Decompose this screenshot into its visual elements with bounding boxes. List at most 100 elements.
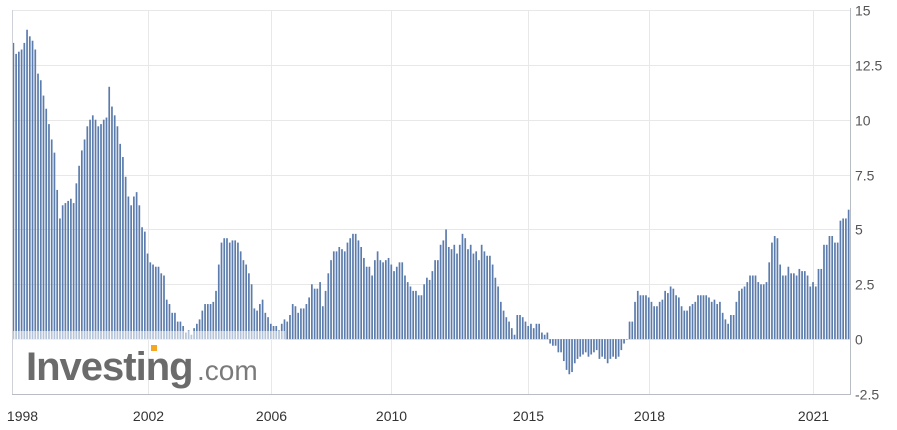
bar (228, 242, 231, 340)
bar (820, 268, 823, 340)
bar (343, 251, 346, 340)
bar (842, 218, 844, 340)
bar (765, 282, 768, 340)
bar (217, 264, 220, 340)
bar (658, 301, 661, 340)
y-tick-label: 0 (855, 332, 863, 348)
bar (688, 306, 691, 340)
bar (606, 339, 609, 364)
bar (59, 218, 61, 340)
bar (697, 295, 699, 340)
bar (508, 321, 510, 340)
bar (258, 304, 261, 340)
bar (730, 315, 732, 340)
bar (464, 238, 467, 340)
bar (740, 288, 743, 340)
bar (762, 284, 765, 340)
bar (48, 124, 50, 340)
bar (768, 262, 771, 340)
bar (346, 242, 349, 340)
bar (242, 260, 245, 340)
bar (549, 339, 551, 344)
bar (771, 242, 773, 340)
bar (634, 301, 636, 340)
bar (163, 275, 165, 340)
bar (176, 321, 179, 340)
bar (349, 238, 352, 340)
bar (475, 251, 478, 340)
bar (593, 339, 595, 353)
bar (116, 126, 119, 340)
bar (437, 260, 439, 340)
bar (609, 339, 612, 359)
bar (100, 124, 102, 340)
bar (434, 260, 436, 340)
bar (15, 53, 17, 340)
bar (124, 176, 127, 340)
bar (505, 317, 508, 340)
bar (661, 299, 664, 340)
bar (384, 260, 387, 340)
bar (376, 251, 379, 340)
bar (53, 152, 56, 340)
bar (527, 325, 530, 340)
bar (584, 339, 587, 353)
bar (836, 242, 839, 340)
bar (406, 282, 409, 340)
bar (64, 203, 67, 340)
bar (472, 253, 475, 340)
bar (625, 339, 628, 340)
bar (650, 301, 653, 340)
bar (206, 304, 209, 340)
bar (467, 249, 469, 340)
bar (138, 205, 141, 340)
bar (806, 275, 809, 340)
bar (502, 310, 505, 340)
bar (480, 244, 483, 340)
logo-accent-dot (151, 345, 157, 351)
bar (699, 295, 702, 340)
y-tick-label: 10 (855, 113, 871, 129)
bar (37, 73, 39, 340)
y-tick-label: -2.5 (855, 387, 879, 403)
bar (42, 95, 45, 340)
bar (324, 290, 327, 340)
bar (420, 295, 423, 340)
bar (291, 304, 294, 340)
x-tick-label: 2015 (513, 408, 544, 424)
bar-series (12, 29, 850, 375)
bar (409, 286, 412, 340)
bar (719, 301, 721, 340)
bar (305, 304, 308, 340)
bar (201, 310, 204, 340)
bar (261, 299, 264, 340)
bar (453, 244, 456, 340)
bar (812, 282, 814, 340)
bar (839, 220, 842, 340)
bar (108, 86, 111, 340)
bar (94, 119, 97, 340)
bar (31, 40, 34, 340)
bar (316, 288, 319, 340)
bar (157, 266, 160, 340)
bar (168, 304, 171, 340)
bar (458, 244, 461, 340)
bar (45, 108, 48, 340)
y-tick-label: 12.5 (855, 58, 882, 74)
bar (735, 301, 738, 340)
bar (135, 192, 138, 340)
bar (656, 306, 658, 340)
bar (724, 319, 727, 340)
bar (332, 251, 335, 340)
bar (423, 284, 425, 340)
bar (604, 339, 606, 359)
bar (579, 339, 582, 357)
bar (198, 319, 201, 340)
bar (212, 301, 215, 340)
bar (615, 339, 617, 359)
bar (105, 117, 108, 340)
bar (680, 306, 683, 340)
bar (149, 262, 152, 340)
bar (716, 304, 719, 340)
